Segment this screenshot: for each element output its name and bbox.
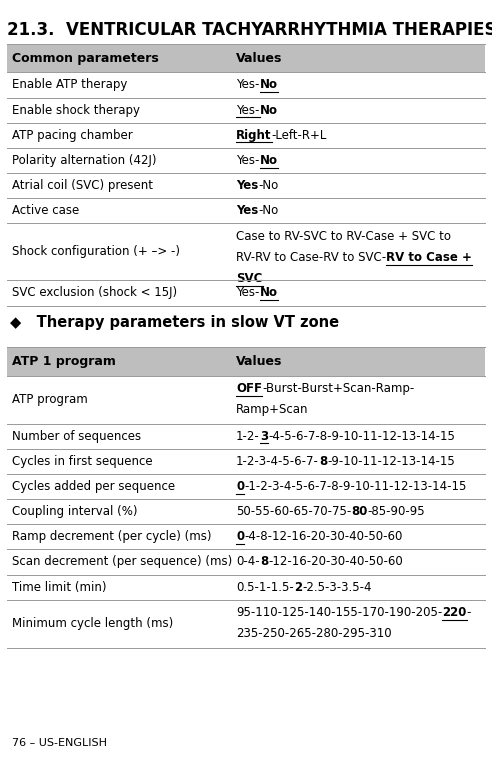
Text: Values: Values	[236, 52, 282, 65]
Polygon shape	[7, 347, 485, 376]
Text: 8: 8	[319, 455, 327, 468]
Text: ATP pacing chamber: ATP pacing chamber	[12, 129, 133, 142]
Text: 0-4-: 0-4-	[236, 555, 260, 568]
Text: Shock configuration (+ –> -): Shock configuration (+ –> -)	[12, 245, 180, 258]
Text: 3: 3	[260, 430, 268, 443]
Text: -4-5-6-7-8-9-10-11-12-13-14-15: -4-5-6-7-8-9-10-11-12-13-14-15	[268, 430, 455, 443]
Text: Coupling interval (%): Coupling interval (%)	[12, 505, 138, 518]
Text: 2: 2	[294, 581, 302, 594]
Text: RV-RV to Case-RV to SVC-: RV-RV to Case-RV to SVC-	[236, 251, 386, 264]
Text: Yes: Yes	[236, 204, 258, 217]
Text: 220: 220	[442, 606, 467, 620]
Text: -: -	[467, 606, 471, 620]
Text: 1-2-: 1-2-	[236, 430, 260, 443]
Text: Values: Values	[236, 355, 282, 368]
Text: 0.5-1-1.5-: 0.5-1-1.5-	[236, 581, 294, 594]
Text: -12-16-20-30-40-50-60: -12-16-20-30-40-50-60	[268, 555, 403, 568]
Text: Atrial coil (SVC) present: Atrial coil (SVC) present	[12, 179, 154, 192]
Text: Cycles added per sequence: Cycles added per sequence	[12, 480, 176, 493]
Text: Polarity alternation (42J): Polarity alternation (42J)	[12, 154, 157, 167]
Text: -No: -No	[258, 204, 278, 217]
Text: Common parameters: Common parameters	[12, 52, 159, 65]
Text: ATP program: ATP program	[12, 393, 88, 406]
Text: Ramp+Scan: Ramp+Scan	[236, 403, 308, 417]
Text: No: No	[260, 78, 277, 91]
Text: 95-110-125-140-155-170-190-205-: 95-110-125-140-155-170-190-205-	[236, 606, 442, 620]
Text: 76 – US-ENGLISH: 76 – US-ENGLISH	[12, 738, 107, 748]
Text: No: No	[260, 154, 277, 167]
Text: Scan decrement (per sequence) (ms): Scan decrement (per sequence) (ms)	[12, 555, 233, 568]
Text: SVC exclusion (shock < 15J): SVC exclusion (shock < 15J)	[12, 287, 178, 299]
Text: Yes-: Yes-	[236, 154, 260, 167]
Text: Yes-: Yes-	[236, 104, 260, 117]
Text: 1-2-3-4-5-6-7-: 1-2-3-4-5-6-7-	[236, 455, 319, 468]
Text: Right: Right	[236, 129, 272, 142]
Text: Case to RV-SVC to RV-Case + SVC to: Case to RV-SVC to RV-Case + SVC to	[236, 229, 451, 243]
Text: No: No	[260, 104, 277, 117]
Text: Active case: Active case	[12, 204, 80, 217]
Text: -Burst-Burst+Scan-Ramp-: -Burst-Burst+Scan-Ramp-	[262, 382, 414, 395]
Text: -2.5-3-3.5-4: -2.5-3-3.5-4	[302, 581, 371, 594]
Text: Enable ATP therapy: Enable ATP therapy	[12, 78, 128, 91]
Text: RV to Case +: RV to Case +	[386, 251, 472, 264]
Text: Minimum cycle length (ms): Minimum cycle length (ms)	[12, 617, 174, 630]
Text: ◆   Therapy parameters in slow VT zone: ◆ Therapy parameters in slow VT zone	[10, 315, 339, 330]
Text: -9-10-11-12-13-14-15: -9-10-11-12-13-14-15	[327, 455, 455, 468]
Text: Enable shock therapy: Enable shock therapy	[12, 104, 140, 117]
Text: 0: 0	[236, 530, 245, 543]
Text: 235-250-265-280-295-310: 235-250-265-280-295-310	[236, 627, 392, 641]
Text: 80: 80	[351, 505, 368, 518]
Text: 50-55-60-65-70-75-: 50-55-60-65-70-75-	[236, 505, 351, 518]
Text: ATP 1 program: ATP 1 program	[12, 355, 116, 368]
Text: 0: 0	[236, 480, 245, 493]
Text: Yes: Yes	[236, 179, 258, 192]
Text: -Left-R+L: -Left-R+L	[272, 129, 327, 142]
Text: Ramp decrement (per cycle) (ms): Ramp decrement (per cycle) (ms)	[12, 530, 212, 543]
Text: Time limit (min): Time limit (min)	[12, 581, 107, 594]
Text: 8: 8	[260, 555, 268, 568]
Text: -85-90-95: -85-90-95	[368, 505, 426, 518]
Text: No: No	[260, 287, 277, 299]
Text: Yes-: Yes-	[236, 287, 260, 299]
Text: Yes-: Yes-	[236, 78, 260, 91]
Text: 21.3.  VENTRICULAR TACHYARRHYTHMIA THERAPIES: 21.3. VENTRICULAR TACHYARRHYTHMIA THERAP…	[7, 21, 492, 39]
Polygon shape	[7, 44, 485, 72]
Text: Cycles in first sequence: Cycles in first sequence	[12, 455, 153, 468]
Text: OFF: OFF	[236, 382, 262, 395]
Text: Number of sequences: Number of sequences	[12, 430, 141, 443]
Text: -1-2-3-4-5-6-7-8-9-10-11-12-13-14-15: -1-2-3-4-5-6-7-8-9-10-11-12-13-14-15	[245, 480, 466, 493]
Text: SVC: SVC	[236, 272, 263, 286]
Text: -No: -No	[258, 179, 278, 192]
Text: -4-8-12-16-20-30-40-50-60: -4-8-12-16-20-30-40-50-60	[245, 530, 402, 543]
